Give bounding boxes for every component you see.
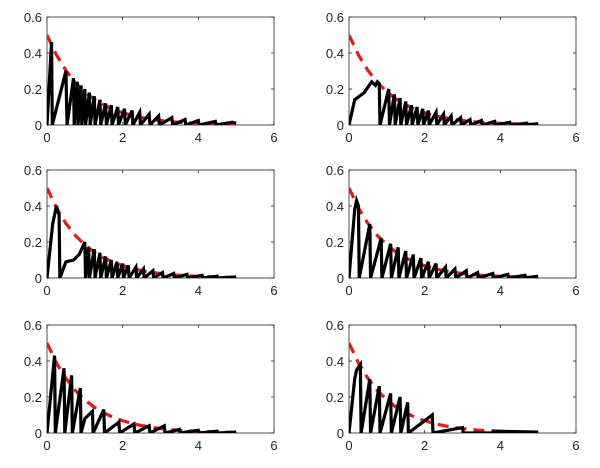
subplot-1: 0 2 4 6 0 0.2 0.4 0.6 <box>24 10 278 145</box>
x-tick-label: 2 <box>421 438 428 453</box>
signal-curve <box>47 205 237 278</box>
x-tick-label: 6 <box>572 438 579 453</box>
x-tick-label: 0 <box>345 130 352 145</box>
y-tick-label: 0.4 <box>326 46 344 61</box>
x-tick-label: 4 <box>195 283 202 298</box>
y-tick-label: 0.6 <box>24 318 42 333</box>
signal-curve <box>349 194 539 278</box>
x-tick-label: 4 <box>497 283 504 298</box>
y-tick-label: 0 <box>35 271 42 286</box>
x-tick-label: 4 <box>497 130 504 145</box>
x-tick-label: 4 <box>195 438 202 453</box>
x-tick-label: 0 <box>43 130 50 145</box>
x-tick-label: 2 <box>119 130 126 145</box>
y-tick-label: 0.4 <box>326 354 344 369</box>
signal-curve <box>47 355 237 433</box>
y-tick-label: 0.4 <box>326 199 344 214</box>
y-tick-label: 0.2 <box>326 82 344 97</box>
y-tick-label: 0.2 <box>24 82 42 97</box>
y-tick-label: 0 <box>337 118 344 133</box>
x-tick-label: 4 <box>195 130 202 145</box>
subplot-6: 0 2 4 6 0 0.2 0.4 0.6 <box>326 318 580 453</box>
y-tick-label: 0 <box>35 118 42 133</box>
y-tick-label: 0.2 <box>326 390 344 405</box>
axes-frame <box>348 324 577 434</box>
axes-frame <box>46 324 275 434</box>
x-tick-label: 4 <box>497 438 504 453</box>
x-tick-label: 6 <box>270 130 277 145</box>
y-tick-label: 0.6 <box>326 318 344 333</box>
y-tick-label: 0.6 <box>326 10 344 25</box>
y-tick-label: 0.2 <box>24 235 42 250</box>
y-tick-label: 0.2 <box>326 235 344 250</box>
x-tick-label: 0 <box>345 438 352 453</box>
axes-frame <box>348 16 577 126</box>
subplot-2: 0 2 4 6 0 0.2 0.4 0.6 <box>326 10 580 145</box>
x-tick-label: 2 <box>421 283 428 298</box>
x-tick-label: 2 <box>119 283 126 298</box>
subplot-4: 0 2 4 6 0 0.2 0.4 0.6 <box>326 163 580 298</box>
y-tick-label: 0.6 <box>24 163 42 178</box>
y-tick-label: 0.4 <box>24 199 42 214</box>
y-tick-label: 0.4 <box>24 46 42 61</box>
y-tick-label: 0 <box>337 271 344 286</box>
x-tick-label: 6 <box>270 283 277 298</box>
y-tick-label: 0.4 <box>24 354 42 369</box>
subplot-3: 0 2 4 6 0 0.2 0.4 0.6 <box>24 163 278 298</box>
y-tick-label: 0.6 <box>326 163 344 178</box>
y-tick-label: 0 <box>337 426 344 441</box>
x-tick-label: 2 <box>421 130 428 145</box>
x-tick-label: 0 <box>43 438 50 453</box>
x-tick-label: 6 <box>572 283 579 298</box>
x-tick-label: 0 <box>43 283 50 298</box>
signal-curve <box>349 359 539 433</box>
x-tick-label: 6 <box>270 438 277 453</box>
x-tick-label: 0 <box>345 283 352 298</box>
signal-curve <box>47 42 237 125</box>
x-tick-label: 6 <box>572 130 579 145</box>
axes-frame <box>46 169 275 279</box>
y-tick-label: 0.6 <box>24 10 42 25</box>
y-tick-label: 0.2 <box>24 390 42 405</box>
x-tick-label: 2 <box>119 438 126 453</box>
y-tick-label: 0 <box>35 426 42 441</box>
subplot-5: 0 2 4 6 0 0.2 0.4 0.6 <box>24 318 278 453</box>
